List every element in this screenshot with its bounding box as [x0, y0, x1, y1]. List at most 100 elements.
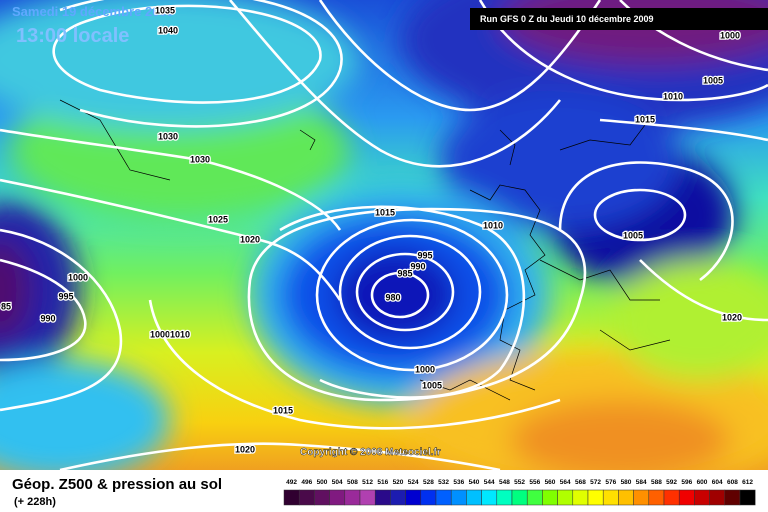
scale-swatch	[344, 489, 361, 506]
isobar-label: 1020	[722, 312, 742, 322]
isobar-label: 1005	[623, 230, 643, 240]
scale-swatch	[633, 489, 650, 506]
scale-label: 552	[514, 479, 525, 486]
scale-label: 504	[332, 479, 343, 486]
isobar-label: 1010	[170, 329, 190, 339]
scale-swatch	[663, 489, 680, 506]
scale-swatch	[481, 489, 498, 506]
isobar-label: 1000	[415, 364, 435, 374]
scale-swatch	[390, 489, 406, 506]
isobar-label: 1020	[235, 444, 255, 454]
isobar-label: 1010	[663, 91, 683, 101]
run-box	[470, 8, 768, 30]
scale-label: 512	[362, 479, 373, 486]
scale-label: 508	[347, 479, 358, 486]
scale-label: 528	[423, 479, 434, 486]
scale-label: 600	[697, 479, 708, 486]
scale-swatch	[420, 489, 437, 506]
scale-swatch	[298, 489, 315, 506]
isobar-label: 1040	[158, 25, 178, 35]
scale-swatch	[374, 489, 391, 506]
scale-swatch	[542, 489, 558, 506]
scale-label: 580	[621, 479, 632, 486]
isobar-label: 1000	[150, 329, 170, 339]
scale-label: 516	[377, 479, 388, 486]
scale-label: 536	[453, 479, 464, 486]
scale-swatch	[724, 489, 741, 506]
scale-swatch	[359, 489, 376, 506]
isobar-label: 85	[1, 301, 11, 311]
scale-label: 548	[499, 479, 510, 486]
scale-swatch	[511, 489, 528, 506]
scale-swatch	[602, 489, 619, 506]
scale-label: 584	[636, 479, 647, 486]
isobar-label: 1015	[273, 405, 293, 415]
scale-label: 544	[484, 479, 495, 486]
scale-label: 608	[727, 479, 738, 486]
map	[0, 0, 768, 470]
run: Run GFS 0 Z du Jeudi 10 décembre 2009	[480, 14, 654, 24]
isobar-label: 1005	[703, 75, 723, 85]
scale-swatch	[329, 489, 346, 506]
scale-label: 496	[301, 479, 312, 486]
date: Samedi 19 décembre 2009	[12, 4, 174, 19]
scale-swatch	[496, 489, 513, 506]
scale-swatch	[283, 489, 300, 506]
isobar-label: 1005	[422, 380, 442, 390]
isobar-label: 1030	[190, 154, 210, 164]
isobar-label: 1010	[483, 220, 503, 230]
scale-swatch	[526, 489, 543, 506]
scale-label: 564	[560, 479, 571, 486]
footer-title: Géop. Z500 & pression au sol	[12, 476, 222, 493]
scale-label: 604	[712, 479, 723, 486]
scale-label: 492	[286, 479, 297, 486]
isobar-labels: 1035104010301030102510201015101010001005…	[0, 4, 743, 456]
scale-swatch	[739, 489, 756, 506]
isobar-label: 1000	[68, 272, 88, 282]
scale-label: 592	[666, 479, 677, 486]
scale-label: 568	[575, 479, 586, 486]
scale-label: 520	[393, 479, 404, 486]
color-scale: 492 496 500 504 508 512 516 520 524 528 532 536 540 5…	[283, 479, 756, 506]
scale-swatch	[572, 489, 589, 506]
scale-label: 560	[545, 479, 556, 486]
isobar-label: 1035	[155, 5, 175, 15]
scale-swatch	[314, 489, 330, 506]
scale-label: 576	[605, 479, 616, 486]
scale-swatch	[648, 489, 665, 506]
scale-swatch	[557, 489, 574, 506]
scale-label: 612	[742, 479, 753, 486]
scale-swatch	[587, 489, 604, 506]
scale-label: 588	[651, 479, 662, 486]
isobar-label: 995	[417, 250, 432, 260]
isobar-label: 985	[397, 268, 412, 278]
isobar-label: 980	[385, 292, 400, 302]
isobar-label: 995	[58, 291, 73, 301]
scale-swatch	[450, 489, 467, 506]
scale-label: 572	[590, 479, 601, 486]
isobar-label: 1015	[375, 207, 395, 217]
isobar-label: 1030	[158, 131, 178, 141]
scale-swatch	[466, 489, 482, 506]
scale-swatch	[694, 489, 710, 506]
scale-label: 500	[317, 479, 328, 486]
scale-swatch	[709, 489, 726, 506]
scale-swatch	[618, 489, 634, 506]
lead-time: (+ 228h)	[14, 496, 56, 508]
isobar-label: 1020	[240, 234, 260, 244]
isobar-label: 1015	[635, 114, 655, 124]
isobar-label: 990	[40, 313, 55, 323]
scale-label: 540	[469, 479, 480, 486]
scale-swatch	[678, 489, 695, 506]
isobar-label: 1025	[208, 214, 228, 224]
scale-swatch	[405, 489, 422, 506]
scale-label: 532	[438, 479, 449, 486]
time: 13:00 locale	[16, 25, 129, 47]
scale-label: 524	[408, 479, 419, 486]
scale-swatch	[435, 489, 452, 506]
isobar-label: 1000	[720, 30, 740, 40]
scale-label: 596	[681, 479, 692, 486]
copyright: Copyright © 2008 Meteociel.fr	[300, 447, 441, 458]
isobar-label: 990	[410, 261, 425, 271]
